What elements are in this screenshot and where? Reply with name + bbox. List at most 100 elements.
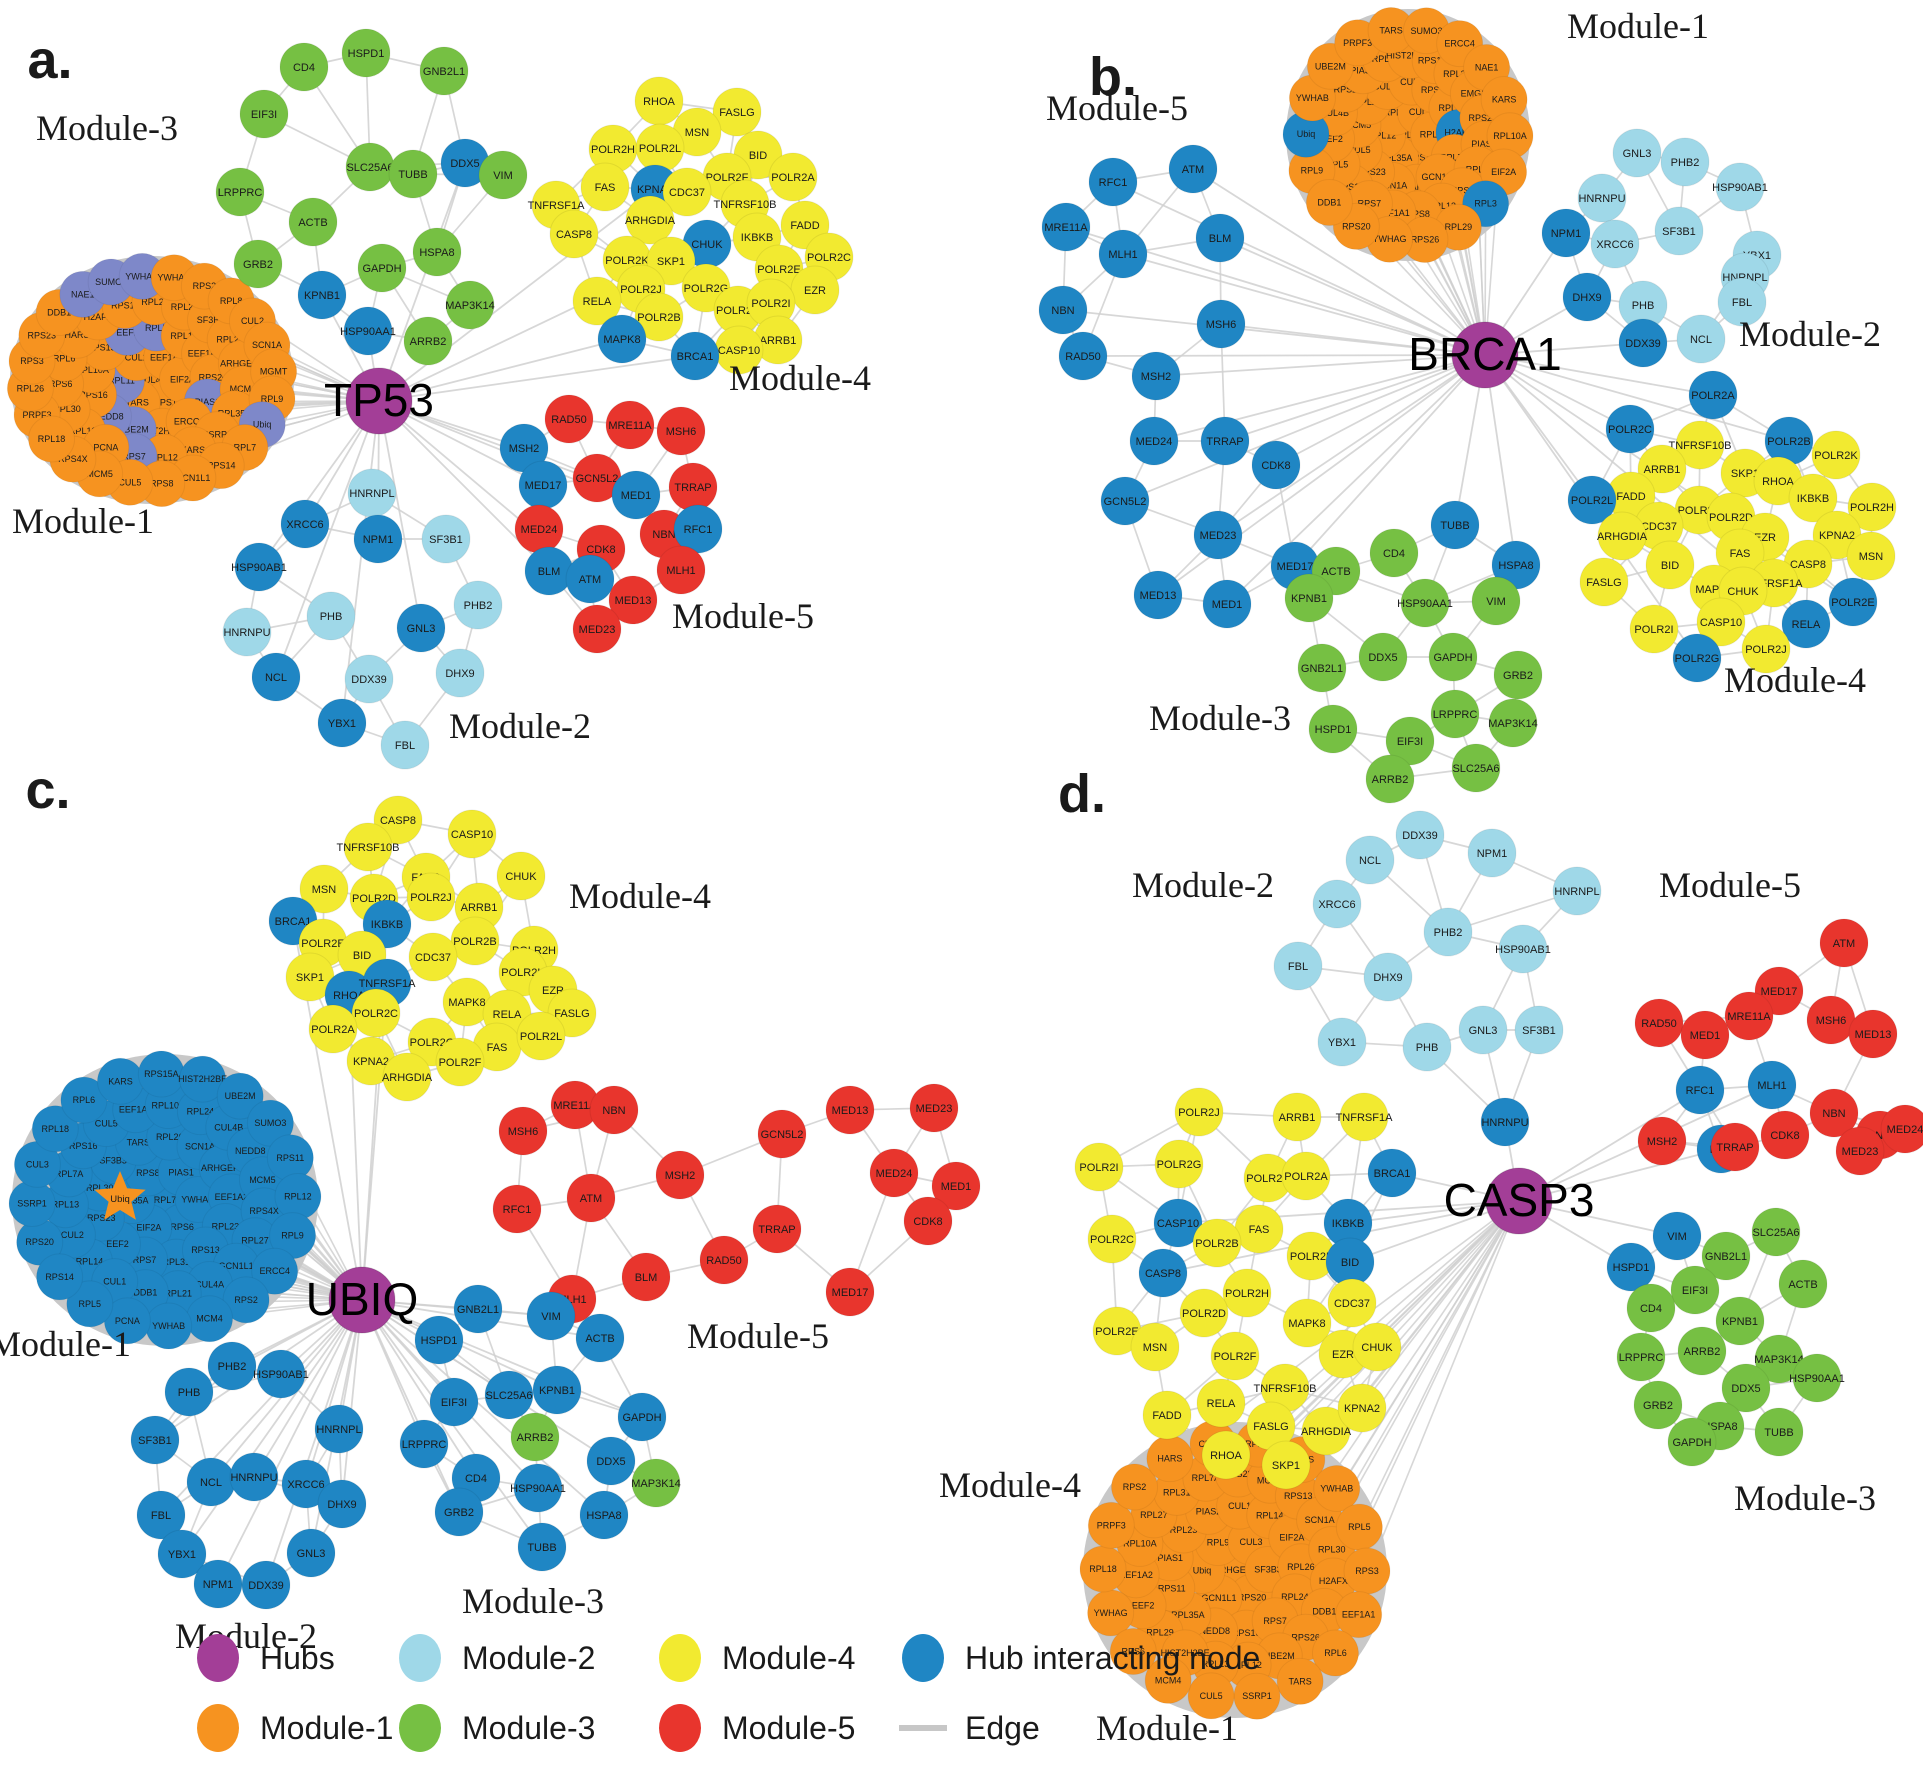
node-label-MSN: MSN xyxy=(1143,1342,1168,1354)
node-label-BRCA1: BRCA1 xyxy=(275,916,312,928)
node-label-FAS: FAS xyxy=(1249,1224,1270,1236)
node-label-CDK8: CDK8 xyxy=(1261,460,1290,472)
node-label-POLR2C: POLR2C xyxy=(1608,424,1652,436)
node-label-GNB2L1: GNB2L1 xyxy=(1301,663,1343,675)
node-SF3B1 xyxy=(421,514,471,564)
node-label-RPL5: RPL5 xyxy=(1326,160,1349,170)
node-label-MED1: MED1 xyxy=(1212,599,1243,611)
node-label-GCN1L1: GCN1L1 xyxy=(219,1261,254,1271)
node-YBX1 xyxy=(1317,1017,1367,1067)
node-label-HSP90AA1: HSP90AA1 xyxy=(340,326,396,338)
node-label-MRE11A: MRE11A xyxy=(1727,1011,1771,1023)
node-label-RPL11: RPL11 xyxy=(1438,103,1465,113)
node-label-GNL3: GNL3 xyxy=(297,1548,326,1560)
node-label-MED1: MED1 xyxy=(941,1181,972,1193)
hub-label-UBIQ: UBIQ xyxy=(306,1273,418,1325)
node-label-RPL13: RPL13 xyxy=(69,426,97,436)
node-label-RPL26: RPL26 xyxy=(1287,1562,1315,1572)
node-MAPK8 xyxy=(597,314,647,364)
node-label-ARRB1: ARRB1 xyxy=(760,335,797,347)
node-label-MSH2: MSH2 xyxy=(665,1170,696,1182)
node-POLR2E xyxy=(1828,577,1878,627)
node-label-RPS15A: RPS15A xyxy=(87,343,122,353)
node-POLR2I xyxy=(1074,1142,1124,1192)
node-MRE11A xyxy=(1041,202,1091,252)
node-HNRNPU xyxy=(229,1452,279,1502)
node-SLC25A6 xyxy=(484,1370,534,1420)
node-label-VIM: VIM xyxy=(1486,596,1506,608)
node-label-XRCC6: XRCC6 xyxy=(1596,239,1633,251)
node-label-ARHGDIA: ARHGDIA xyxy=(382,1072,433,1084)
node-FBL xyxy=(136,1490,186,1540)
node-label-EEF1A2: EEF1A2 xyxy=(215,1192,249,1202)
node-label-YWHAB: YWHAB xyxy=(152,1321,185,1331)
node-HSP90AB1 xyxy=(1498,924,1548,974)
node-HSPA8 xyxy=(412,227,462,277)
node-LRPPRC xyxy=(399,1419,449,1469)
node-label-NCL: NCL xyxy=(1690,334,1712,346)
node-HSP90AA1 xyxy=(343,306,393,356)
node-label-CASP8: CASP8 xyxy=(380,815,416,827)
node-label-HSPA8: HSPA8 xyxy=(1498,560,1533,572)
node-label-DHX9: DHX9 xyxy=(1572,292,1601,304)
node-RPS2 xyxy=(1111,1463,1159,1511)
node-CASP10 xyxy=(447,809,497,859)
node-label-POLR2K: POLR2K xyxy=(1814,450,1858,462)
node-RPL18 xyxy=(31,1105,79,1153)
node-SLC25A6 xyxy=(1451,743,1501,793)
node-label-MED24: MED24 xyxy=(876,1168,913,1180)
node-label-TRRAP: TRRAP xyxy=(758,1224,795,1236)
node-label-CD4: CD4 xyxy=(293,62,315,74)
node-label-RPS13: RPS13 xyxy=(1284,1491,1313,1501)
node-label-PRPF3: PRPF3 xyxy=(1097,1520,1126,1530)
node-label-FASLG: FASLG xyxy=(719,107,754,119)
node-label-MED13: MED13 xyxy=(1855,1029,1892,1041)
node-label-ATM: ATM xyxy=(580,1193,602,1205)
node-label-RPL14: RPL14 xyxy=(1372,54,1400,64)
node-label-RPL35A: RPL35A xyxy=(1379,153,1413,163)
node-HSPD1 xyxy=(341,28,391,78)
node-label-FBL: FBL xyxy=(151,1510,171,1522)
node-label-POLR2G: POLR2G xyxy=(1157,1159,1202,1171)
node-label-CASP8: CASP8 xyxy=(1790,559,1826,571)
node-label-PHB2: PHB2 xyxy=(1671,157,1700,169)
node-label-GCN5L2: GCN5L2 xyxy=(576,473,619,485)
node-label-HSPA8: HSPA8 xyxy=(586,1510,621,1522)
node-RAD50 xyxy=(699,1235,749,1285)
node-label-CASP10: CASP10 xyxy=(1157,1218,1199,1230)
node-BRCA1 xyxy=(670,331,720,381)
node-MED13 xyxy=(1848,1009,1898,1059)
node-label-CDC37: CDC37 xyxy=(669,187,705,199)
node-GAPDH xyxy=(617,1392,667,1442)
node-label-GNL3: GNL3 xyxy=(1623,148,1652,160)
node-label-RPL3: RPL3 xyxy=(1474,199,1497,209)
node-label-RPS7: RPS7 xyxy=(133,1255,157,1265)
node-ATM xyxy=(1819,918,1869,968)
node-label-GAPDH: GAPDH xyxy=(622,1412,661,1424)
node-label-RPL12: RPL12 xyxy=(284,1192,312,1202)
node-label-RPS2: RPS2 xyxy=(234,1295,258,1305)
node-label-RPL24: RPL24 xyxy=(187,1107,215,1117)
node-label-DDB1: DDB1 xyxy=(1312,1606,1336,1616)
node-label-NEDD8: NEDD8 xyxy=(93,411,124,421)
node-label-EIF3I: EIF3I xyxy=(1682,1285,1708,1297)
node-RAD50 xyxy=(544,394,594,444)
node-label-RPS23: RPS23 xyxy=(1357,167,1386,177)
node-label-ARRB1: ARRB1 xyxy=(461,902,498,914)
node-label-RPL27: RPL27 xyxy=(1140,1510,1168,1520)
node-label-POLR2A: POLR2A xyxy=(771,172,815,184)
node-POLR2B xyxy=(634,292,684,342)
node-MAPK8 xyxy=(1282,1298,1332,1348)
node-PHB2 xyxy=(1423,907,1473,957)
legend-swatch-hub_interacting xyxy=(902,1634,944,1682)
node-label-HSP90AA1: HSP90AA1 xyxy=(1397,598,1453,610)
node-label-SKP1: SKP1 xyxy=(1731,468,1759,480)
node-DDB1 xyxy=(1305,179,1353,227)
node-label-RHOA: RHOA xyxy=(643,96,675,108)
node-label-YWHAG: YWHAG xyxy=(1094,1608,1128,1618)
node-label-RAD50: RAD50 xyxy=(1065,351,1100,363)
node-label-KPNB1: KPNB1 xyxy=(1722,1316,1758,1328)
node-KPNA2 xyxy=(1337,1383,1387,1433)
node-label-CUL1: CUL1 xyxy=(1409,107,1432,117)
node-label-SSRP1: SSRP1 xyxy=(203,430,233,440)
